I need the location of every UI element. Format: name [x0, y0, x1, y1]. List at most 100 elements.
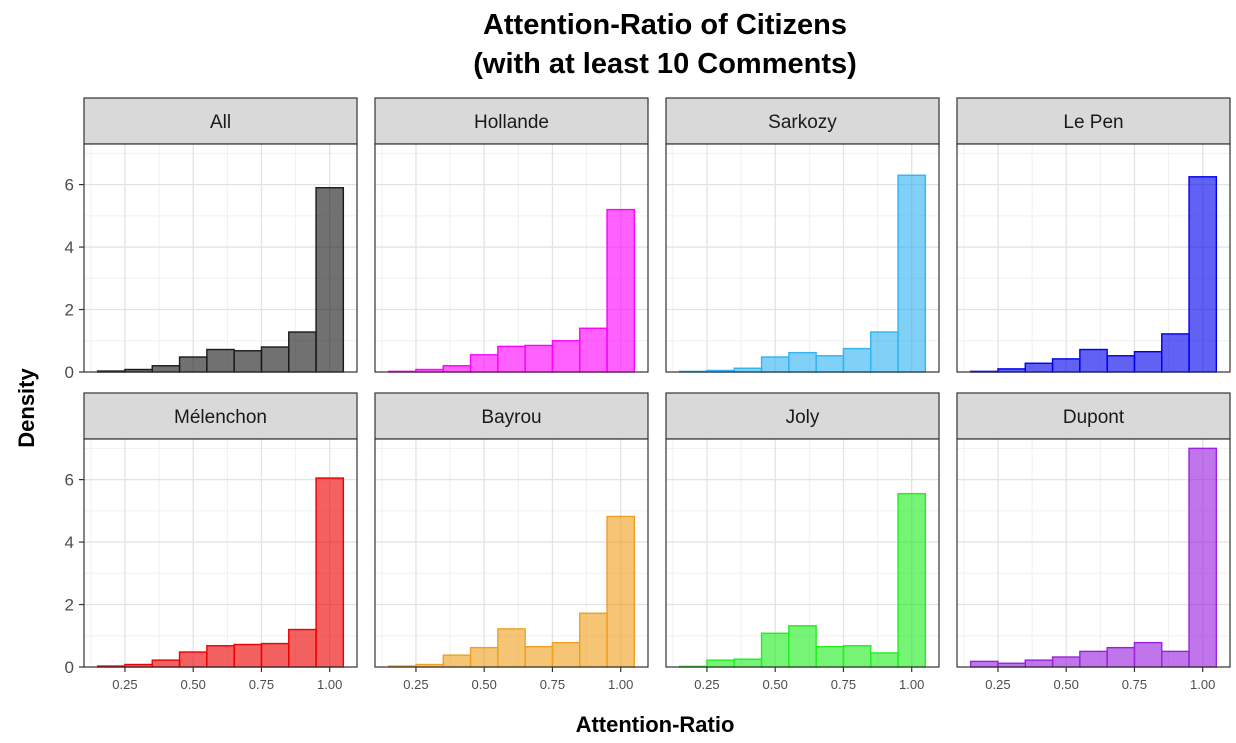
histogram-bar: [815, 645, 845, 668]
histogram-bar: [1161, 650, 1190, 668]
facet-panels: All 0 2 4 6 Hollande Sarkozy Le Pen Mélenchon 0 2 4…: [65, 97, 1231, 692]
histogram-bar: [1106, 355, 1136, 373]
y-tick-label: 2: [65, 596, 74, 615]
facet-panel-dupont: Dupont 0.25 0.50 0.75 1.00: [956, 392, 1231, 692]
histogram-bar: [1133, 350, 1163, 373]
histogram-bar: [1161, 333, 1190, 373]
histogram-bar: [579, 327, 608, 373]
x-tick-label: 0.75: [831, 677, 856, 692]
facet-strip-label: Dupont: [1063, 407, 1125, 428]
facet-strip: [83, 97, 358, 145]
facet-strip-label: Joly: [786, 407, 820, 428]
facet-strip: [956, 97, 1231, 145]
x-tick-label: 0.25: [985, 677, 1010, 692]
histogram-bar: [1133, 641, 1163, 668]
histogram-bar: [315, 187, 345, 373]
y-tick-label: 0: [65, 658, 74, 677]
facet-panel-sarkozy: Sarkozy: [665, 97, 940, 373]
histogram-bar: [870, 331, 899, 373]
histogram-bar: [233, 350, 263, 373]
x-tick-label: 0.75: [540, 677, 565, 692]
panel-border: [665, 143, 940, 373]
histogram-bar: [579, 612, 608, 668]
panel-border: [374, 143, 649, 373]
histogram-bar: [288, 331, 317, 373]
facet-strip-label: Hollande: [474, 112, 549, 133]
facet-strip-label: Mélenchon: [174, 407, 267, 428]
histogram-bar: [524, 645, 554, 668]
histogram-bar: [497, 345, 526, 373]
histogram-bar: [842, 347, 872, 373]
histogram-bar: [870, 652, 899, 668]
panel-border: [83, 438, 358, 668]
histogram-bar: [1024, 659, 1054, 668]
facet-panel-joly: Joly 0.25 0.50 0.75 1.00: [665, 392, 940, 692]
x-tick-label: 0.75: [1122, 677, 1147, 692]
panel-border: [374, 438, 649, 668]
histogram-bar: [733, 658, 763, 668]
x-tick-label: 0.25: [112, 677, 137, 692]
facet-panel-all: All 0 2 4 6: [65, 97, 358, 382]
histogram-bar: [442, 654, 472, 668]
histogram-bar: [288, 628, 317, 668]
histogram-bar: [551, 340, 581, 373]
facet-strip: [956, 392, 1231, 440]
histogram-bar: [260, 642, 290, 668]
facet-strip: [83, 392, 358, 440]
facet-panel-m-lenchon: Mélenchon 0 2 4 6 0.25 0.50 0.75 1.00: [65, 392, 358, 692]
histogram-bar: [233, 643, 263, 668]
histogram-bar: [206, 645, 235, 668]
histogram-bar: [524, 344, 554, 373]
facet-strip-label: Sarkozy: [768, 112, 837, 133]
histogram-bar: [178, 651, 208, 668]
x-tick-label: 1.00: [317, 677, 342, 692]
histogram-bar: [1106, 646, 1136, 668]
facet-panel-bayrou: Bayrou 0.25 0.50 0.75 1.00: [374, 392, 649, 692]
x-tick-label: 0.25: [403, 677, 428, 692]
facet-strip-label: All: [210, 112, 231, 133]
panel-border: [83, 143, 358, 373]
x-tick-label: 1.00: [608, 677, 633, 692]
histogram-bar: [969, 660, 999, 668]
histogram-bar: [206, 348, 235, 373]
x-tick-label: 0.50: [181, 677, 206, 692]
histogram-bar: [315, 477, 345, 668]
chart-title-line-2: (with at least 10 Comments): [473, 48, 857, 80]
x-tick-label: 0.25: [694, 677, 719, 692]
histogram-bar: [1051, 656, 1081, 668]
histogram-bar: [842, 645, 872, 668]
facet-panel-hollande: Hollande: [374, 97, 649, 373]
histogram-bar: [1051, 358, 1081, 373]
x-tick-label: 1.00: [1190, 677, 1215, 692]
histogram-bar: [1188, 176, 1218, 373]
facet-strip: [374, 392, 649, 440]
histogram-bar: [1079, 650, 1108, 668]
histogram-bar: [497, 628, 526, 668]
panel-background: [957, 439, 1230, 667]
histogram-bar: [442, 365, 472, 373]
facet-strip-label: Le Pen: [1063, 112, 1123, 133]
histogram-bar: [760, 632, 790, 668]
x-tick-label: 0.50: [763, 677, 788, 692]
y-tick-label: 4: [65, 238, 74, 257]
histogram-bar: [706, 659, 735, 668]
histogram-bar: [815, 355, 845, 373]
y-tick-label: 0: [65, 363, 74, 382]
histogram-bar: [1079, 348, 1108, 373]
x-tick-label: 0.50: [472, 677, 497, 692]
y-tick-label: 6: [65, 471, 74, 490]
y-tick-label: 2: [65, 301, 74, 320]
histogram-bar: [897, 174, 927, 373]
x-tick-label: 1.00: [899, 677, 924, 692]
histogram-bar: [178, 356, 208, 373]
panel-border: [956, 143, 1231, 373]
x-tick-label: 0.75: [249, 677, 274, 692]
histogram-bar: [788, 351, 817, 373]
histogram-bar: [606, 208, 636, 373]
histogram-bar: [1188, 447, 1218, 668]
histogram-bar: [760, 356, 790, 373]
facet-panel-le-pen: Le Pen: [956, 97, 1231, 373]
panel-border: [665, 438, 940, 668]
